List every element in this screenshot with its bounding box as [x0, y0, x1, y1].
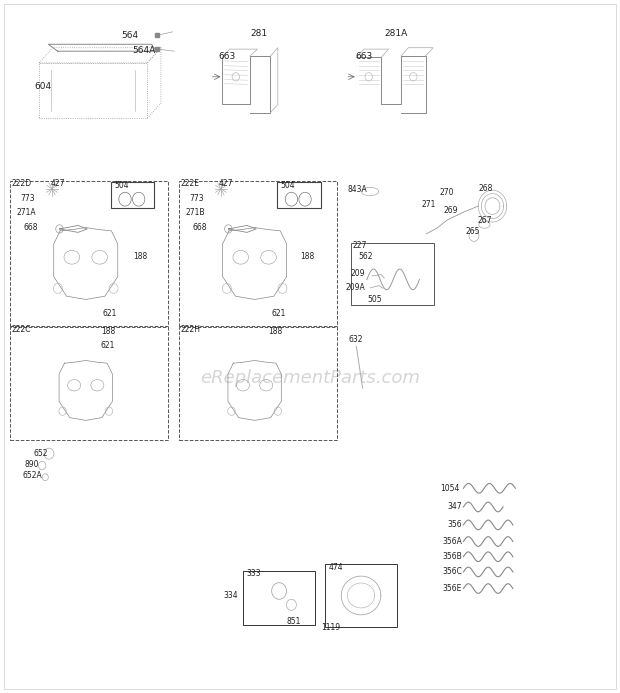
Text: 652: 652	[33, 448, 48, 457]
Text: 427: 427	[50, 179, 64, 188]
Text: 209A: 209A	[346, 283, 366, 292]
Text: 188: 188	[300, 252, 314, 261]
Text: 356B: 356B	[443, 552, 462, 561]
Text: 564A: 564A	[132, 46, 155, 55]
Text: 188: 188	[101, 327, 115, 336]
Text: 843A: 843A	[347, 185, 367, 194]
Text: 652A: 652A	[22, 471, 42, 480]
Text: 222E: 222E	[180, 179, 199, 188]
Text: 505: 505	[368, 295, 382, 304]
Text: 474: 474	[329, 563, 343, 572]
Text: 356E: 356E	[443, 584, 462, 593]
Bar	[179, 180, 337, 326]
Text: 222D: 222D	[11, 179, 32, 188]
Bar	[111, 182, 154, 208]
Text: 356A: 356A	[443, 537, 463, 546]
Text: 188: 188	[268, 327, 282, 336]
Text: 851: 851	[286, 617, 301, 626]
Bar	[326, 564, 397, 626]
Text: 356C: 356C	[443, 568, 463, 577]
Text: 621: 621	[101, 341, 115, 349]
Text: 271: 271	[422, 200, 436, 209]
Text: 663: 663	[356, 51, 373, 60]
Bar	[243, 571, 315, 624]
Bar	[179, 327, 337, 440]
Text: 632: 632	[348, 335, 363, 344]
Text: 668: 668	[24, 223, 38, 232]
Text: 773: 773	[20, 194, 35, 203]
Text: 333: 333	[247, 569, 262, 578]
Bar	[10, 327, 168, 440]
Text: 621: 621	[103, 309, 117, 318]
Text: 773: 773	[189, 194, 204, 203]
Text: 1119: 1119	[321, 624, 340, 633]
Text: 334: 334	[223, 591, 238, 600]
Text: 209: 209	[350, 269, 365, 278]
Text: 604: 604	[35, 82, 52, 91]
Text: 227: 227	[353, 241, 367, 250]
Text: 222C: 222C	[11, 326, 31, 335]
Text: 265: 265	[466, 227, 480, 236]
Text: 356: 356	[448, 520, 462, 529]
Text: 270: 270	[440, 188, 454, 198]
Text: 281: 281	[250, 29, 267, 38]
Text: 504: 504	[114, 181, 128, 190]
Text: 668: 668	[192, 223, 207, 232]
Text: 663: 663	[218, 51, 236, 60]
Text: 564: 564	[122, 30, 138, 40]
Text: 222H: 222H	[180, 326, 200, 335]
Text: 188: 188	[134, 252, 148, 261]
Bar	[277, 182, 321, 208]
Text: 271B: 271B	[185, 208, 205, 217]
Text: eReplacementParts.com: eReplacementParts.com	[200, 369, 420, 387]
Text: 271A: 271A	[16, 208, 36, 217]
Text: 504: 504	[280, 181, 295, 190]
Text: 427: 427	[218, 179, 233, 188]
Text: 890: 890	[24, 459, 38, 468]
Text: 347: 347	[448, 502, 462, 511]
Text: 281A: 281A	[385, 29, 408, 38]
Bar	[352, 243, 434, 305]
Text: 268: 268	[478, 184, 493, 193]
Text: 621: 621	[272, 309, 286, 318]
Text: 1054: 1054	[440, 484, 459, 493]
Bar	[10, 180, 168, 326]
Text: 562: 562	[358, 252, 373, 261]
Text: 269: 269	[443, 207, 458, 216]
Text: 267: 267	[477, 216, 492, 225]
